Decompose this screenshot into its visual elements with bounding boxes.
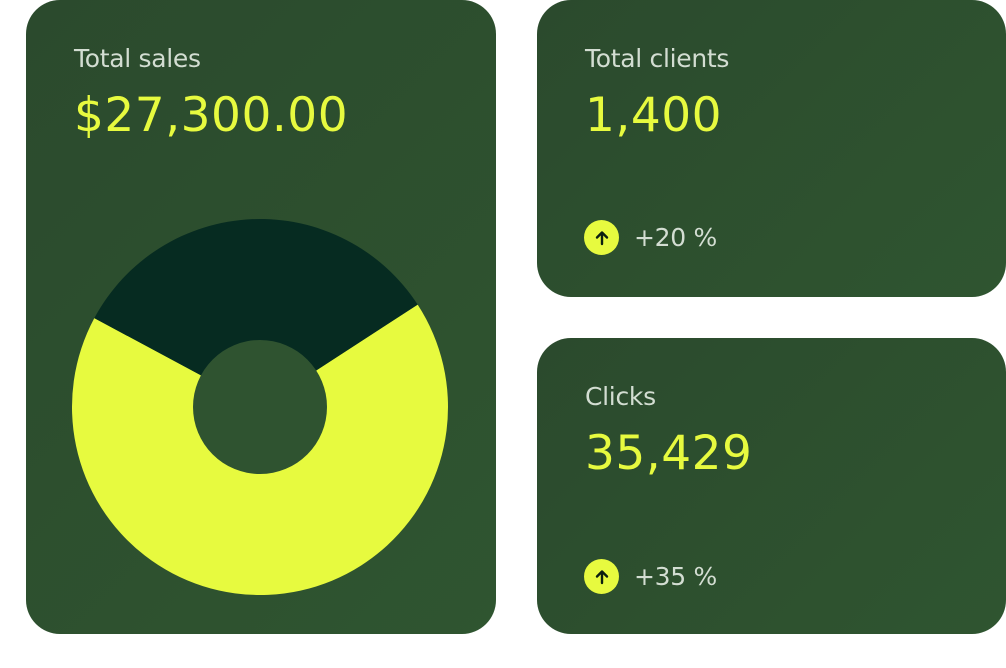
total-clients-trend-text: +20 %	[634, 223, 717, 252]
total-sales-label: Total sales	[74, 44, 201, 73]
total-clients-trend: +20 %	[584, 220, 717, 255]
sales-donut-chart	[72, 218, 448, 595]
clicks-trend: +35 %	[584, 559, 717, 594]
donut-center	[193, 340, 327, 474]
clicks-label: Clicks	[585, 382, 656, 411]
donut-slice-2	[94, 218, 418, 407]
total-clients-card: Total clients 1,400 +20 %	[537, 0, 1006, 297]
total-sales-value: $27,300.00	[74, 88, 349, 143]
clicks-trend-text: +35 %	[634, 562, 717, 591]
total-clients-label: Total clients	[585, 44, 730, 73]
clicks-value: 35,429	[585, 426, 753, 481]
total-clients-value: 1,400	[585, 88, 723, 143]
arrow-up-icon	[584, 559, 619, 594]
arrow-up-icon	[584, 220, 619, 255]
clicks-card: Clicks 35,429 +35 %	[537, 338, 1006, 634]
total-sales-card: Total sales $27,300.00	[26, 0, 496, 634]
